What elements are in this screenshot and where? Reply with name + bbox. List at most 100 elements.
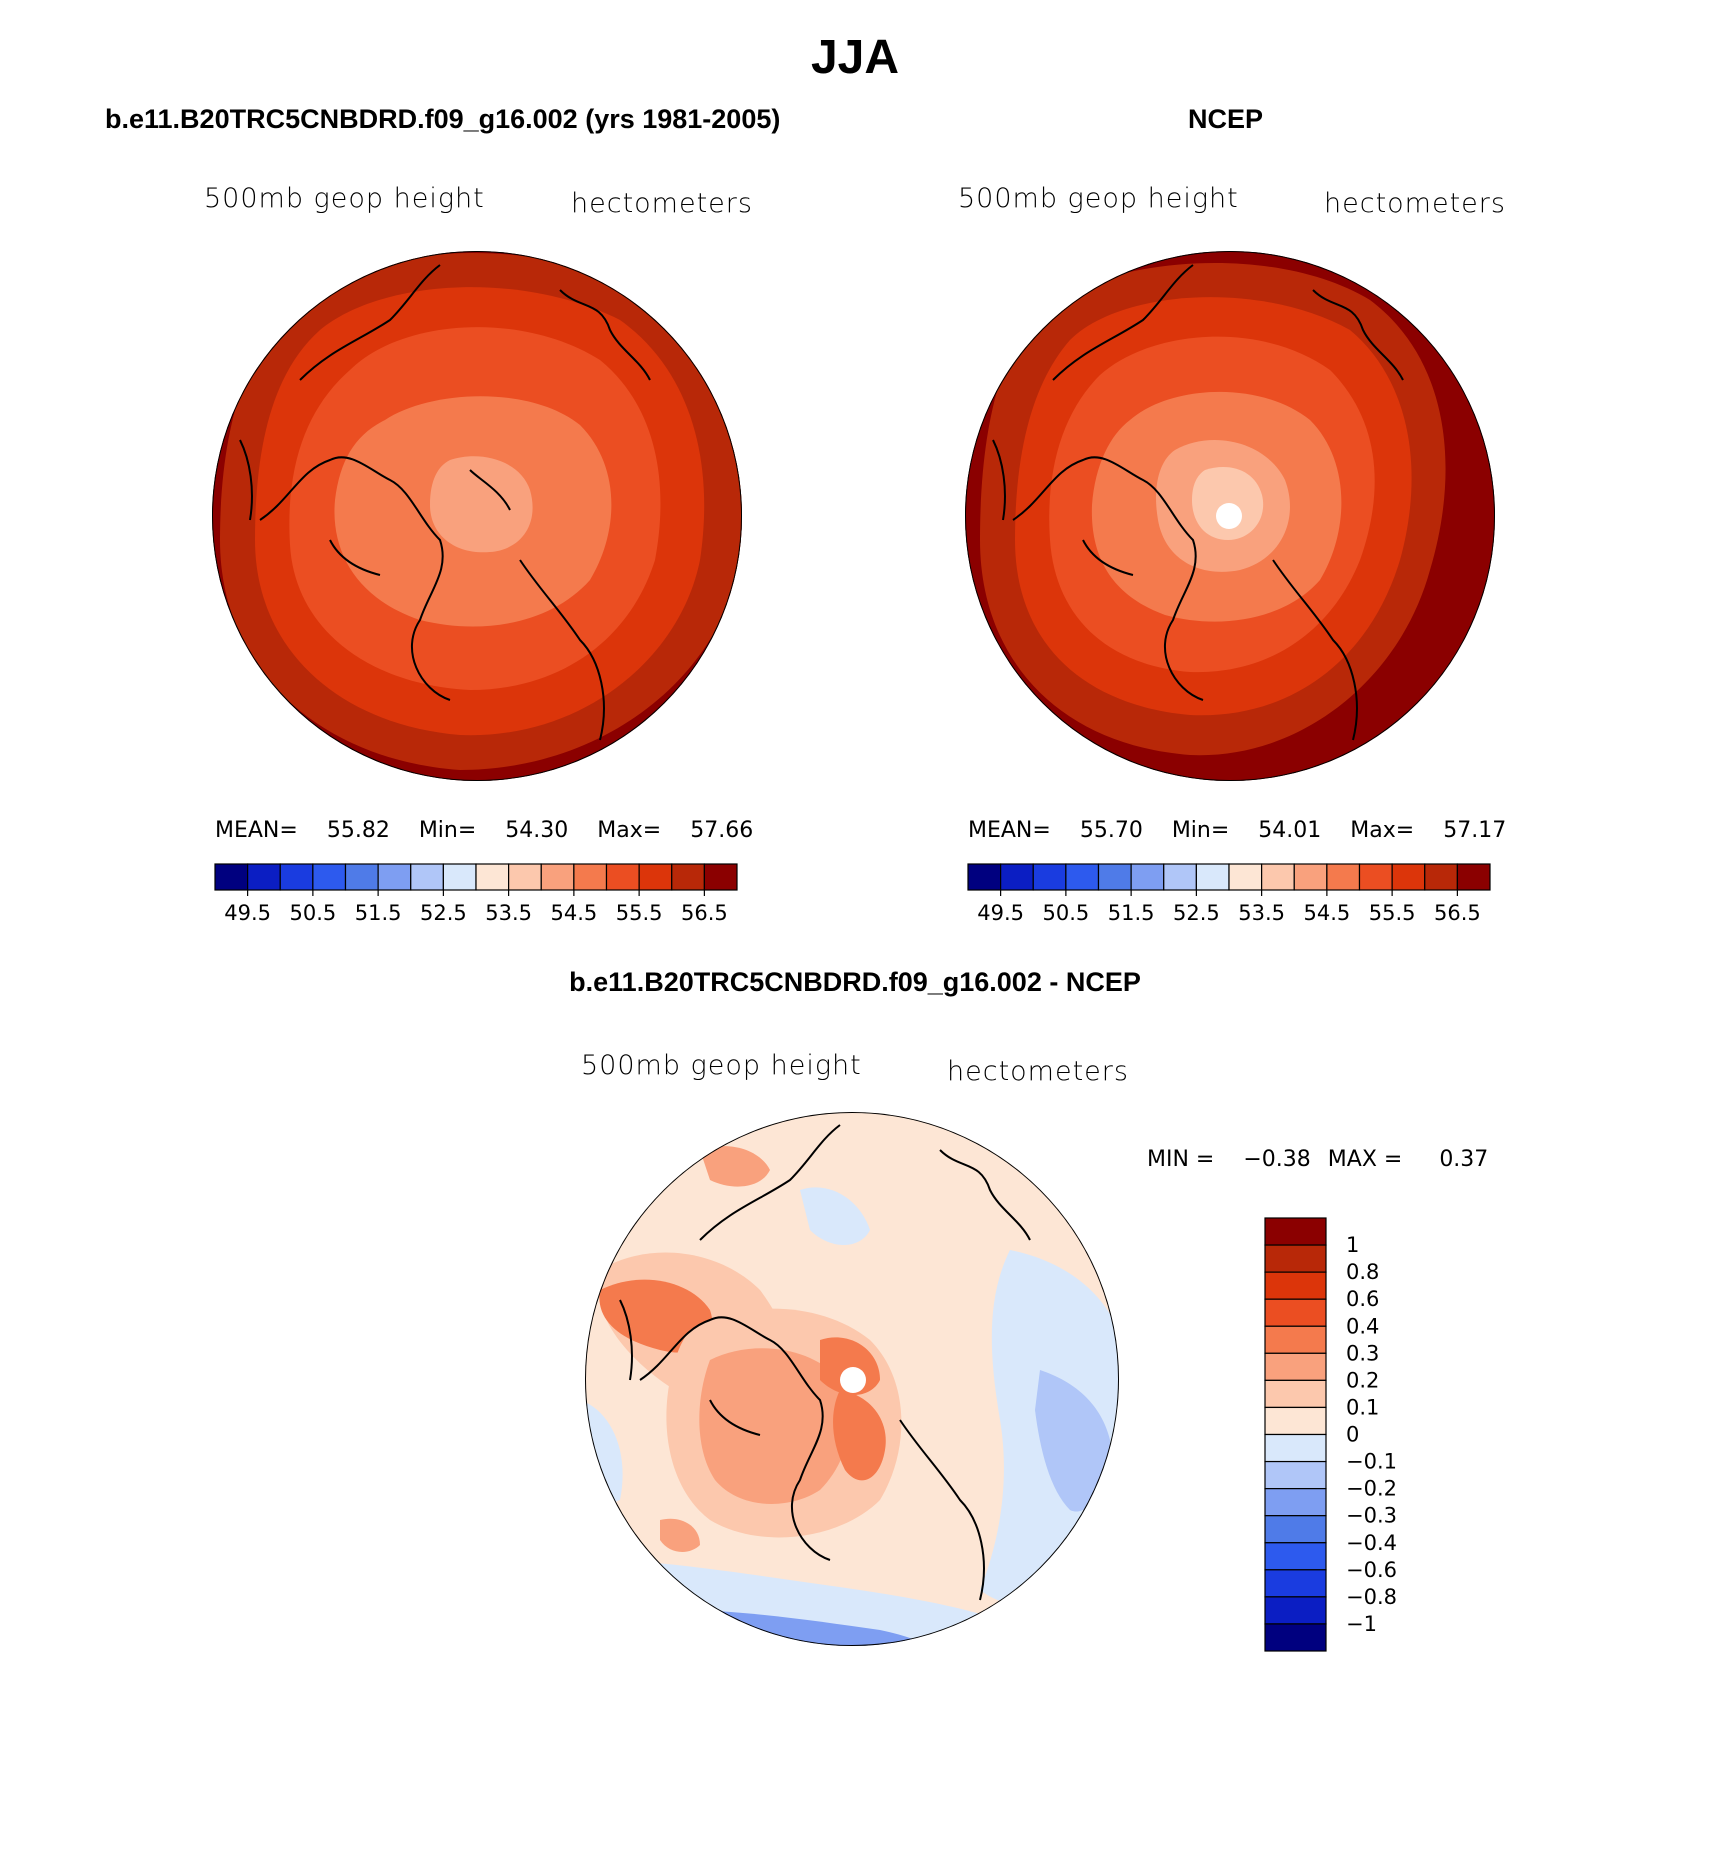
model-colorbar-box-13 [638, 863, 673, 891]
model-colorbar-box-2 [279, 863, 314, 891]
obs-min-value: 54.01 [1258, 818, 1322, 843]
obs-colorbar-tick-label: 51.5 [1108, 901, 1155, 925]
model-mean-value: 55.82 [326, 818, 390, 843]
model-colorbar-box-5 [377, 863, 412, 891]
obs-stats: MEAN= 55.70 Min= 54.01 Max= 57.17 [968, 818, 1506, 843]
obs-variable-label: 500mb geop height [958, 183, 1239, 214]
obs-colorbar-box-2 [1032, 863, 1067, 891]
obs-colorbar-tick-label: 52.5 [1173, 901, 1220, 925]
diff-panel-title: b.e11.B20TRC5CNBDRD.f09_g16.002 - NCEP [569, 967, 1141, 997]
obs-colorbar-box-7 [1195, 863, 1230, 891]
diff-colorbar-tick-label: −0.1 [1346, 1450, 1397, 1474]
model-colorbar-tick-label: 53.5 [485, 901, 532, 925]
obs-colorbar-box-5 [1130, 863, 1165, 891]
model-colorbar-box-6 [410, 863, 444, 891]
diff-colorbar-box-8 [1264, 1433, 1327, 1463]
model-colorbar-box-0 [214, 863, 249, 891]
diff-colorbar-box-13 [1264, 1569, 1327, 1598]
diff-colorbar-tick-label: 0.8 [1346, 1260, 1379, 1284]
model-colorbar-box-7 [442, 863, 477, 891]
obs-colorbar-box-11 [1326, 863, 1361, 891]
diff-colorbar-box-6 [1264, 1379, 1327, 1409]
obs-colorbar-box-15 [1456, 863, 1491, 891]
diff-map [585, 1112, 1119, 1646]
diff-colorbar-tick-label: −0.2 [1346, 1477, 1397, 1501]
obs-colorbar-tick-label: 55.5 [1369, 901, 1416, 925]
diff-min-value: −0.38 [1243, 1147, 1311, 1172]
diff-colorbar-tick-label: −0.4 [1346, 1531, 1397, 1555]
model-colorbar-tick-label: 54.5 [550, 901, 597, 925]
diff-colorbar-tick-label: −0.6 [1346, 1558, 1397, 1582]
obs-colorbar-box-6 [1163, 863, 1197, 891]
obs-colorbar: 49.5 50.5 51.5 52.5 53.5 54.5 55.5 56.5 [967, 863, 1491, 925]
diff-colorbar-box-11 [1264, 1515, 1327, 1544]
diff-min-label: MIN = [1147, 1147, 1215, 1172]
diff-variable-label: 500mb geop height [581, 1050, 862, 1081]
obs-colorbar-tick-label: 54.5 [1303, 901, 1350, 925]
obs-map [965, 251, 1495, 781]
model-colorbar-box-9 [508, 863, 542, 891]
model-colorbar-box-12 [605, 863, 640, 891]
obs-colorbar-box-4 [1097, 863, 1132, 891]
diff-colorbar-box-2 [1264, 1271, 1327, 1300]
obs-colorbar-tick-label: 49.5 [977, 901, 1024, 925]
model-colorbar-box-1 [247, 863, 281, 891]
model-colorbar-box-10 [540, 863, 575, 891]
diff-colorbar-tick-label: 0.3 [1346, 1341, 1379, 1365]
model-colorbar-box-8 [475, 863, 510, 891]
model-max-value: 57.66 [690, 818, 754, 843]
diff-colorbar-tick-label: −1 [1346, 1612, 1377, 1636]
model-colorbar-tick-label: 55.5 [616, 901, 663, 925]
obs-colorbar-tick-label: 50.5 [1042, 901, 1089, 925]
diff-colorbar-tick-label: −0.8 [1346, 1585, 1397, 1609]
obs-min-label: Min= [1171, 818, 1230, 843]
diff-colorbar-box-9 [1264, 1460, 1327, 1490]
model-colorbar-box-15 [703, 863, 738, 891]
obs-colorbar-tick-label: 56.5 [1434, 901, 1481, 925]
obs-colorbar-box-1 [1000, 863, 1034, 891]
obs-colorbar-box-12 [1358, 863, 1393, 891]
model-colorbar-tick-label: 49.5 [224, 901, 271, 925]
diff-colorbar-tick-label: 0.6 [1346, 1287, 1379, 1311]
obs-units-label: hectometers [1324, 188, 1506, 219]
model-variable-label: 500mb geop height [204, 183, 485, 214]
diff-colorbar-tick-label: 0.4 [1346, 1314, 1379, 1338]
obs-colorbar-box-10 [1293, 863, 1328, 891]
diff-stats: MIN = −0.38 MAX = 0.37 [1147, 1147, 1488, 1172]
model-min-value: 54.30 [505, 818, 569, 843]
diff-colorbar-box-1 [1264, 1244, 1327, 1273]
diff-colorbar-box-12 [1264, 1542, 1327, 1571]
diff-colorbar-box-15 [1264, 1623, 1327, 1652]
diff-colorbar-box-14 [1264, 1596, 1327, 1625]
obs-mean-label: MEAN= [968, 818, 1051, 843]
diff-colorbar-box-5 [1264, 1352, 1327, 1381]
model-mean-label: MEAN= [215, 818, 298, 843]
figure-title: JJA [810, 31, 900, 84]
model-colorbar-tick-label: 51.5 [355, 901, 402, 925]
model-colorbar-tick-label: 52.5 [420, 901, 467, 925]
obs-colorbar-box-8 [1228, 863, 1263, 891]
diff-colorbar-tick-label: 0 [1346, 1423, 1359, 1447]
model-stats: MEAN= 55.82 Min= 54.30 Max= 57.66 [215, 818, 753, 843]
diff-colorbar-box-3 [1264, 1298, 1327, 1327]
model-colorbar-box-14 [671, 863, 705, 891]
obs-colorbar-box-9 [1261, 863, 1295, 891]
diff-colorbar-tick-label: 0.2 [1346, 1368, 1379, 1392]
diff-colorbar-box-7 [1264, 1406, 1327, 1436]
diff-colorbar-box-10 [1264, 1488, 1327, 1517]
obs-colorbar-box-13 [1391, 863, 1426, 891]
diff-colorbar-tick-label: 1 [1346, 1233, 1359, 1257]
model-min-label: Min= [418, 818, 477, 843]
model-colorbar-tick-label: 50.5 [289, 901, 336, 925]
obs-max-value: 57.17 [1443, 818, 1507, 843]
obs-panel-title: NCEP [1188, 104, 1264, 134]
model-colorbar-box-11 [573, 863, 608, 891]
model-colorbar-box-4 [344, 863, 379, 891]
diff-colorbar-box-4 [1264, 1325, 1327, 1354]
obs-colorbar-box-3 [1065, 863, 1100, 891]
diff-colorbar: 1 0.8 0.6 0.4 0.3 0.2 0.1 0 −0.1 −0.2 −0.3 −0.4 −0.6… [1264, 1217, 1397, 1652]
obs-mean-value: 55.70 [1079, 818, 1143, 843]
model-colorbar-tick-label: 56.5 [681, 901, 728, 925]
model-units-label: hectometers [571, 188, 753, 219]
diff-max-value: 0.37 [1439, 1147, 1489, 1172]
